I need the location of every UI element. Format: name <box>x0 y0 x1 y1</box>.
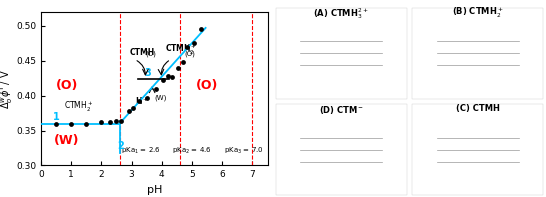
Text: (C) CTMH: (C) CTMH <box>456 104 500 113</box>
Text: pKa$_1$ = 2.6: pKa$_1$ = 2.6 <box>121 146 161 156</box>
Point <box>129 106 138 109</box>
Text: (O): (O) <box>56 79 78 92</box>
Text: pKa$_3$ = 7.0: pKa$_3$ = 7.0 <box>224 146 263 156</box>
Point <box>168 75 177 78</box>
Point <box>179 60 187 64</box>
Text: 3: 3 <box>145 68 152 78</box>
Text: (W): (W) <box>54 134 79 147</box>
Text: (A) CTMH$_3^{2+}$: (A) CTMH$_3^{2+}$ <box>313 6 369 21</box>
Point <box>189 41 198 44</box>
Point <box>67 122 75 125</box>
Point <box>124 109 133 112</box>
Point <box>106 121 115 124</box>
Y-axis label: $\Delta^w_o\phi$' / V: $\Delta^w_o\phi$' / V <box>0 69 15 109</box>
Point <box>151 87 160 90</box>
Text: CTMH$_2^+$: CTMH$_2^+$ <box>64 100 93 114</box>
Text: (O): (O) <box>196 79 218 92</box>
Point <box>97 121 106 124</box>
Point <box>197 27 205 30</box>
Text: (O): (O) <box>146 51 157 57</box>
X-axis label: pH: pH <box>146 185 162 195</box>
Text: 2: 2 <box>117 141 124 151</box>
Point <box>117 120 126 123</box>
Point <box>174 66 183 69</box>
Text: pKa$_2$ = 4.6: pKa$_2$ = 4.6 <box>173 146 212 156</box>
Point <box>143 96 151 99</box>
Text: (D) CTM$^-$: (D) CTM$^-$ <box>319 104 364 116</box>
Point <box>183 45 192 48</box>
Text: (B) CTMH$_2^+$: (B) CTMH$_2^+$ <box>452 6 503 20</box>
Point <box>135 100 144 103</box>
Point <box>52 122 61 125</box>
Text: H$^+$: H$^+$ <box>135 95 148 107</box>
Point <box>82 122 91 125</box>
Text: CTMH: CTMH <box>129 48 155 57</box>
Text: CTMH$_2^+$: CTMH$_2^+$ <box>165 43 197 57</box>
Text: (W): (W) <box>155 95 167 101</box>
Point <box>163 74 172 78</box>
Text: (O): (O) <box>185 51 195 57</box>
Point <box>159 79 168 82</box>
Text: 1: 1 <box>52 112 60 122</box>
Point <box>112 120 121 123</box>
